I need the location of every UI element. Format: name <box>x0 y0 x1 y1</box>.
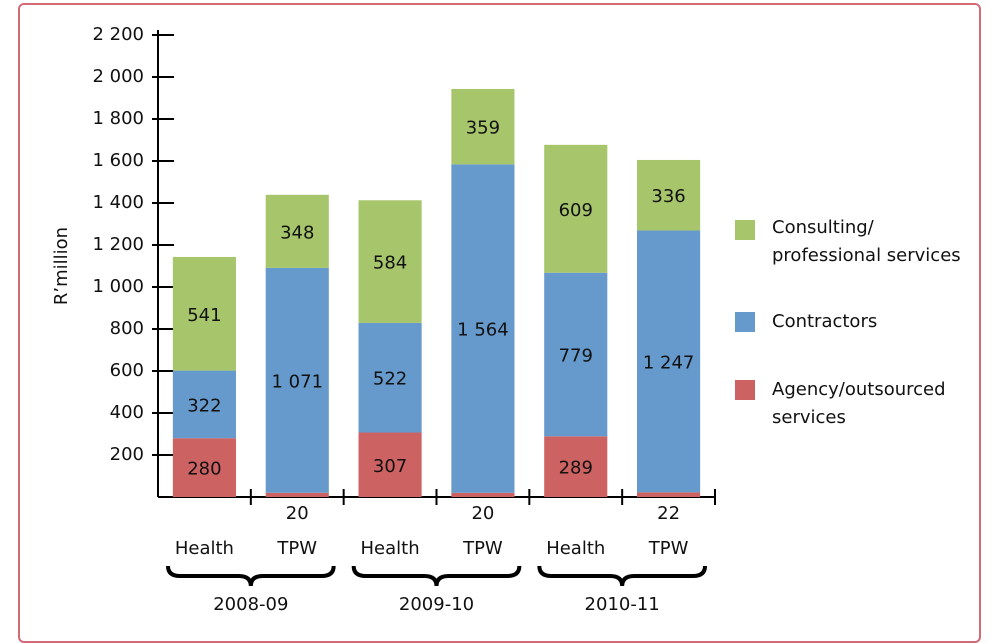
value-label: 348 <box>280 222 314 243</box>
value-label: 359 <box>466 118 500 139</box>
bar-segment <box>265 492 329 497</box>
value-label: 541 <box>187 305 221 326</box>
y-tick-label: 2 000 <box>92 66 144 87</box>
value-label: 20 <box>286 503 309 524</box>
bar-segment <box>358 432 422 497</box>
legend-label: Contractors <box>772 311 878 332</box>
bar-segment <box>451 492 515 497</box>
bar-segment <box>544 272 608 437</box>
y-tick-label: 800 <box>110 318 144 339</box>
x-tick-label: TPW <box>462 538 503 559</box>
value-label: 522 <box>373 369 407 390</box>
y-tick-label: 1 000 <box>92 276 144 297</box>
group-brace <box>166 565 336 587</box>
x-tick-label: Health <box>361 538 420 559</box>
bar-segment <box>172 370 236 439</box>
bar-segment <box>637 230 701 493</box>
value-label: 1 247 <box>643 352 695 373</box>
bar-segment <box>637 492 701 497</box>
value-label: 584 <box>373 253 407 274</box>
bar-segment <box>451 88 515 165</box>
group-brace <box>351 565 522 587</box>
value-label: 336 <box>651 186 685 207</box>
legend-swatch <box>735 312 755 332</box>
bar-segment <box>172 438 236 497</box>
y-tick-label: 1 600 <box>92 150 144 171</box>
page: R’million 200 400 600 800 1 000 1 200 1 400 1 6… <box>18 3 981 643</box>
value-label: 22 <box>657 503 680 524</box>
group-brace <box>537 565 707 587</box>
value-label: 779 <box>559 346 593 367</box>
bar-segment <box>451 164 515 493</box>
y-tick-label: 2 200 <box>92 24 144 45</box>
bar-segment <box>265 267 329 493</box>
bar-segment <box>544 144 608 273</box>
bar-segment <box>172 256 236 371</box>
value-label: 280 <box>187 459 221 480</box>
bar-segment <box>637 159 701 231</box>
legend-label: Consulting/ professional services <box>772 217 961 266</box>
group-label: 2008-09 <box>213 594 288 615</box>
bar-segment <box>358 200 422 323</box>
x-tick-label: Health <box>546 538 605 559</box>
value-label: 289 <box>559 458 593 479</box>
legend-label: Agency/outsourced services <box>772 379 946 428</box>
legend-swatch <box>735 380 755 400</box>
group-label: 2010-11 <box>585 594 660 615</box>
value-label: 1 564 <box>457 320 509 341</box>
y-tick-label: 400 <box>110 402 144 423</box>
y-tick-label: 200 <box>110 444 144 465</box>
y-tick-label: 600 <box>110 360 144 381</box>
y-tick-label: 1 400 <box>92 192 144 213</box>
bar-segment <box>265 194 329 268</box>
value-label: 20 <box>471 503 494 524</box>
y-tick-label: 1 200 <box>92 234 144 255</box>
value-label: 609 <box>559 200 593 221</box>
chart: R’million 200 400 600 800 1 000 1 200 1 400 1 6… <box>51 24 755 615</box>
value-label: 307 <box>373 456 407 477</box>
value-label: 1 071 <box>271 371 323 392</box>
y-axis-label: R’million <box>51 227 72 305</box>
value-label: 322 <box>187 395 221 416</box>
x-tick-label: TPW <box>648 538 689 559</box>
group-label: 2009-10 <box>399 594 474 615</box>
y-tick-label: 1 800 <box>92 108 144 129</box>
bar-segment <box>544 436 608 497</box>
x-tick-label: TPW <box>276 538 317 559</box>
x-tick-label: Health <box>175 538 234 559</box>
legend-swatch <box>735 220 755 240</box>
bar-segment <box>358 322 422 433</box>
